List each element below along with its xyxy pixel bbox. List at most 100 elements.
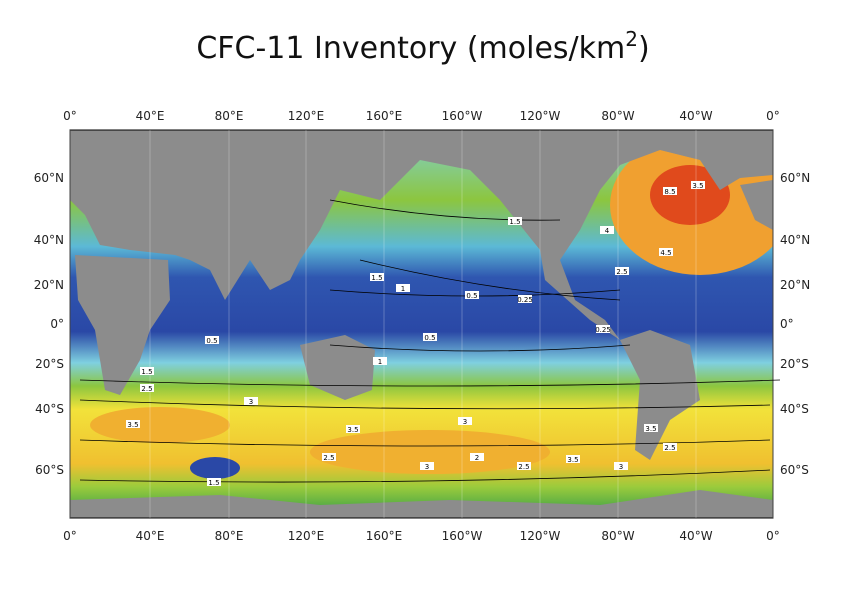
- contour-label-bg: [596, 325, 610, 333]
- map-area: [70, 130, 773, 518]
- contour-label: 4.5: [660, 249, 671, 257]
- contour-line: [329, 344, 631, 352]
- longitude-label: 40°E: [136, 109, 165, 123]
- contour-label: 3.5: [567, 456, 578, 464]
- latitude-label: 40°S: [780, 402, 809, 416]
- contour-label-bg: [322, 453, 336, 461]
- latitude-label: 20°N: [780, 278, 810, 292]
- contour-label: 1: [401, 285, 405, 293]
- contour-label: 8.5: [664, 188, 675, 196]
- contour-label: 0.5: [424, 334, 435, 342]
- contour-label: 3: [425, 463, 429, 471]
- longitude-label: 120°W: [520, 529, 561, 543]
- contour-label: 2: [475, 454, 479, 462]
- latitude-label: 60°N: [780, 171, 810, 185]
- contour-label-bg: [205, 336, 219, 344]
- contour-label-bg: [346, 425, 360, 433]
- contour-label-bg: [644, 424, 658, 432]
- longitude-label: 80°W: [601, 109, 634, 123]
- contour-label-bg: [691, 181, 705, 189]
- longitude-label: 40°E: [136, 529, 165, 543]
- contour-label: 1.5: [141, 368, 152, 376]
- contour-label: 0.25: [517, 296, 533, 304]
- contour-label: 2.5: [518, 463, 529, 471]
- map-title: CFC-11 Inventory (moles/km2): [196, 27, 649, 66]
- contour-label: 0.5: [206, 337, 217, 345]
- longitude-label: 0°: [766, 109, 780, 123]
- contour-line: [329, 199, 561, 221]
- longitude-label: 160°E: [366, 529, 403, 543]
- contour-line: [79, 379, 781, 387]
- latitude-label: 40°N: [34, 233, 64, 247]
- contour-label: 3: [619, 463, 623, 471]
- contour-label: 2.5: [141, 385, 152, 393]
- longitude-label: 0°: [766, 529, 780, 543]
- contour-label-bg: [458, 417, 472, 425]
- contour-line: [359, 259, 621, 301]
- contour-label-bg: [517, 462, 531, 470]
- contour-label: 2.5: [323, 454, 334, 462]
- contour-label-bg: [420, 462, 434, 470]
- contour-label-bg: [244, 397, 258, 405]
- southern-low: [190, 457, 240, 479]
- latitude-label: 20°S: [780, 357, 809, 371]
- longitude-label: 0°: [63, 109, 77, 123]
- longitude-label: 80°W: [601, 529, 634, 543]
- longitude-label: 160°W: [442, 109, 483, 123]
- longitude-label: 120°E: [288, 529, 325, 543]
- longitude-label: 120°E: [288, 109, 325, 123]
- contour-label-bg: [140, 384, 154, 392]
- latitude-label: 40°N: [780, 233, 810, 247]
- contour-label: 0.25: [595, 326, 611, 334]
- longitude-label: 160°W: [442, 529, 483, 543]
- contour-label: 3.5: [127, 421, 138, 429]
- contour-label-bg: [508, 217, 522, 225]
- contour-line: [79, 469, 771, 483]
- contour-label-bg: [207, 478, 221, 486]
- contour-label-bg: [659, 248, 673, 256]
- latitude-label: 0°: [780, 317, 794, 331]
- contour-label-bg: [663, 443, 677, 451]
- latitude-label: 60°S: [780, 463, 809, 477]
- land: [70, 130, 773, 518]
- contour-label-bg: [140, 367, 154, 375]
- longitude-label: 160°E: [366, 109, 403, 123]
- latitude-label: 20°S: [35, 357, 64, 371]
- contour-label-bg: [566, 455, 580, 463]
- contour-label: 2.5: [616, 268, 627, 276]
- latitude-label: 20°N: [34, 278, 64, 292]
- latitude-label: 40°S: [35, 402, 64, 416]
- north-atlantic-max: [650, 165, 730, 225]
- latitude-label: 60°N: [34, 171, 64, 185]
- contour-label: 4: [605, 227, 610, 235]
- contour-label: 1: [378, 358, 382, 366]
- contour-label-bg: [600, 226, 614, 234]
- contour-label: 2.5: [664, 444, 675, 452]
- contour-label: 3.5: [692, 182, 703, 190]
- latitude-label: 0°: [50, 317, 64, 331]
- contour-label-bg: [370, 273, 384, 281]
- contour-label: 1.5: [509, 218, 520, 226]
- contour-label-bg: [614, 462, 628, 470]
- contour-label: 3.5: [645, 425, 656, 433]
- contour-label: 1.5: [371, 274, 382, 282]
- longitude-label: 0°: [63, 529, 77, 543]
- contour-label-bg: [396, 284, 410, 292]
- contour-label: 3: [463, 418, 467, 426]
- contour-label: 0.5: [466, 292, 477, 300]
- southern-band: [90, 407, 230, 443]
- longitude-label: 120°W: [520, 109, 561, 123]
- contour-label-bg: [615, 267, 629, 275]
- contour-label-bg: [518, 295, 532, 303]
- contour-label-bg: [663, 187, 677, 195]
- contour-label-bg: [465, 291, 479, 299]
- contour-line: [79, 439, 771, 447]
- contour-label: 3.5: [347, 426, 358, 434]
- contour-label-bg: [470, 453, 484, 461]
- latitude-label: 60°S: [35, 463, 64, 477]
- contour-label: 3: [249, 398, 253, 406]
- contour-label-bg: [126, 420, 140, 428]
- contour-label-bg: [373, 357, 387, 365]
- contour-label: 1.5: [208, 479, 219, 487]
- southern-band: [310, 430, 550, 474]
